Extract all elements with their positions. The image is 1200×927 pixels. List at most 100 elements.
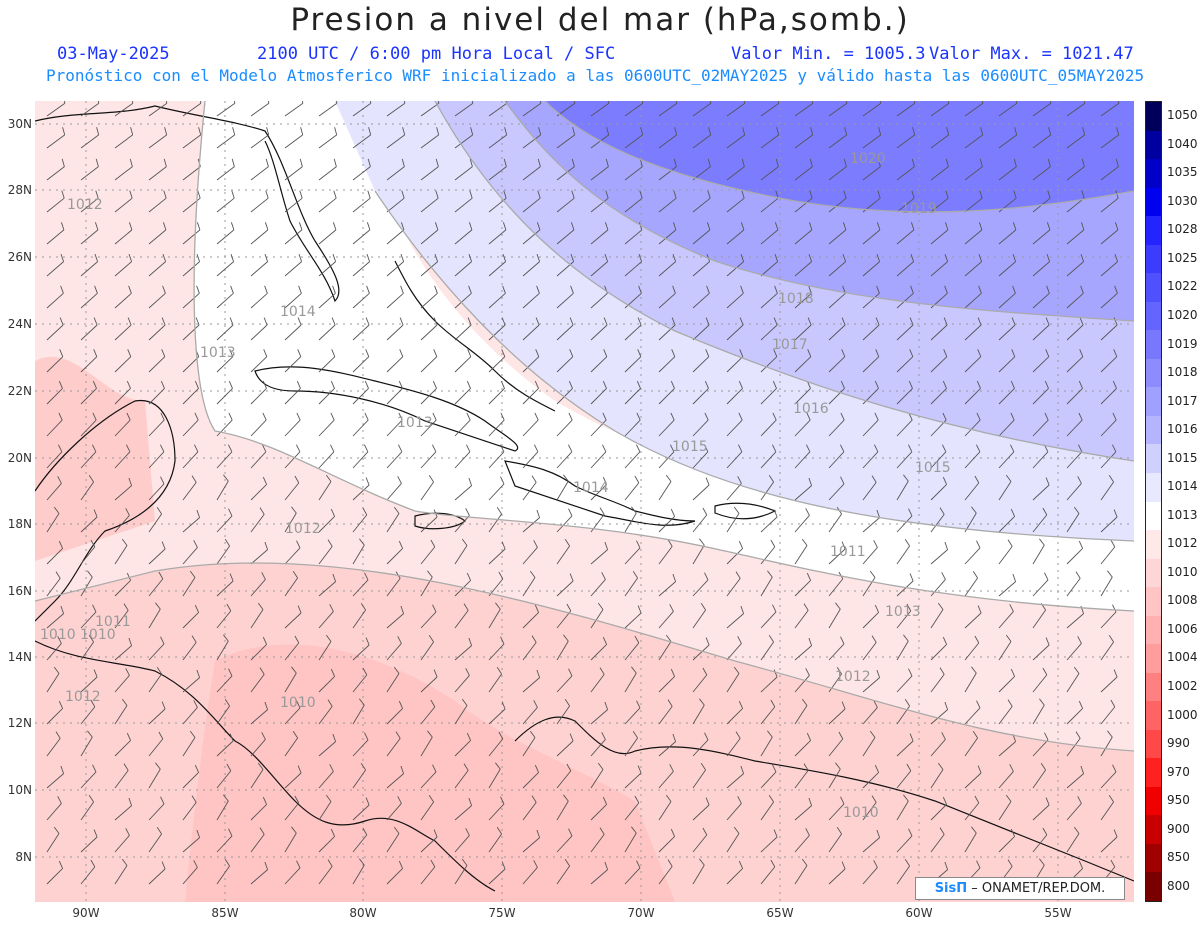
wind-barb [1032, 834, 1048, 853]
wind-barb-flag [604, 701, 609, 710]
wind-barb-flag [465, 668, 470, 676]
wind-barb [964, 324, 982, 341]
wind-barb-flag [121, 538, 128, 546]
wind-barb [250, 388, 267, 405]
wind-barb-flag [1045, 349, 1050, 357]
credit-text: – ONAMET/REP.DOM. [971, 881, 1106, 896]
wind-barb [794, 645, 812, 661]
wind-barb [760, 324, 778, 341]
wind-barb [284, 832, 297, 853]
wind-barb-flag [126, 732, 132, 741]
wind-barb-flag [971, 666, 977, 674]
wind-barb-flag [1114, 285, 1118, 294]
wind-barb [760, 836, 778, 853]
wind-barb-flag [1013, 190, 1017, 199]
wind-barb-flag [907, 444, 913, 452]
wind-barb-flag [297, 765, 302, 774]
wind-barb-flag [196, 829, 201, 838]
wind-barb-flag [164, 127, 168, 136]
wind-barb [624, 197, 643, 213]
wind-barb-flag [259, 827, 265, 835]
colorbar-label: 1002 [1167, 678, 1198, 693]
wind-barb-flag [432, 412, 437, 421]
wind-barb [80, 261, 98, 277]
wind-barb-flag [430, 699, 436, 708]
wind-barb [1066, 102, 1086, 117]
valid-time-label: 2100 UTC / 6:00 pm Hora Local / SFC [257, 44, 616, 64]
wind-barb [1100, 676, 1118, 693]
wind-barb-flag [631, 506, 637, 514]
wind-barb [590, 739, 606, 757]
contour-label: 1012 [65, 689, 101, 705]
wind-barb [1066, 513, 1080, 533]
wind-barb-flag [398, 860, 404, 869]
wind-barb-flag [563, 474, 569, 482]
wind-barb-flag [670, 412, 675, 421]
wind-barb-flag [431, 444, 437, 452]
wind-barb-flag [331, 317, 336, 326]
wind-barb-flag [835, 602, 841, 610]
wind-barb-flag [125, 508, 130, 516]
colorbar-label: 1020 [1167, 308, 1198, 323]
wind-barb [964, 261, 982, 277]
wind-barb-flag [910, 285, 914, 294]
wind-barb [726, 261, 744, 277]
wind-barb [420, 801, 434, 821]
wind-barb-flag [1042, 667, 1048, 676]
lat-label: 8N [15, 850, 32, 864]
wind-barb-flag [568, 412, 573, 421]
wind-barb-flag [224, 699, 230, 707]
wind-barb [352, 544, 365, 565]
wind-barb [46, 673, 60, 693]
wind-barb [420, 166, 439, 181]
wind-barb [352, 769, 366, 789]
wind-barb-flag [737, 636, 742, 644]
wind-barb-flag [231, 158, 235, 167]
wind-barb-flag [465, 444, 471, 452]
wind-barb [998, 801, 1012, 821]
wind-barb [148, 166, 167, 181]
wind-barb [794, 705, 808, 725]
wind-barb [522, 482, 537, 501]
wind-barb [420, 641, 434, 661]
wind-barb [386, 673, 400, 693]
wind-barb [658, 801, 672, 821]
wind-barb [556, 197, 575, 213]
wind-barb [726, 513, 740, 533]
wind-barb [1032, 102, 1052, 117]
wind-barb-flag [127, 317, 132, 326]
wind-barb-flag [498, 731, 504, 740]
wind-barb-flag [566, 603, 572, 612]
colorbar-label: 1015 [1167, 450, 1198, 465]
contour-label: 1010 [280, 695, 316, 711]
wind-barb-flag [1045, 477, 1050, 486]
wind-barb-flag [773, 317, 778, 326]
wind-barb-flag [193, 444, 199, 452]
wind-barb [624, 102, 644, 117]
min-value-label: Valor Min. = 1005.3 [731, 44, 926, 64]
wind-barb [658, 741, 676, 757]
wind-barb [284, 102, 304, 117]
wind-barb-flag [366, 285, 370, 294]
wind-barb [862, 737, 876, 757]
wind-barb-flag [126, 380, 131, 389]
wind-barb-flag [1081, 190, 1085, 199]
wind-barb-flag [979, 190, 983, 199]
wind-barb [998, 229, 1017, 245]
wind-barb [182, 324, 200, 341]
wind-barb-flag [158, 731, 164, 740]
wind-barb-flag [976, 380, 981, 389]
wind-barb [1100, 481, 1114, 501]
wind-barb-flag [263, 317, 268, 326]
wind-barb [556, 134, 575, 149]
wind-barb-flag [92, 380, 97, 389]
wind-barb [760, 229, 779, 245]
wind-barb [352, 324, 370, 341]
wind-barb [964, 577, 978, 597]
wind-barb-flag [330, 828, 336, 837]
wind-barb [624, 166, 643, 181]
wind-barb-flag [402, 127, 406, 136]
wind-barb-flag [362, 667, 368, 676]
wind-barb-flag [500, 796, 505, 805]
wind-barb-flag [1044, 732, 1049, 741]
